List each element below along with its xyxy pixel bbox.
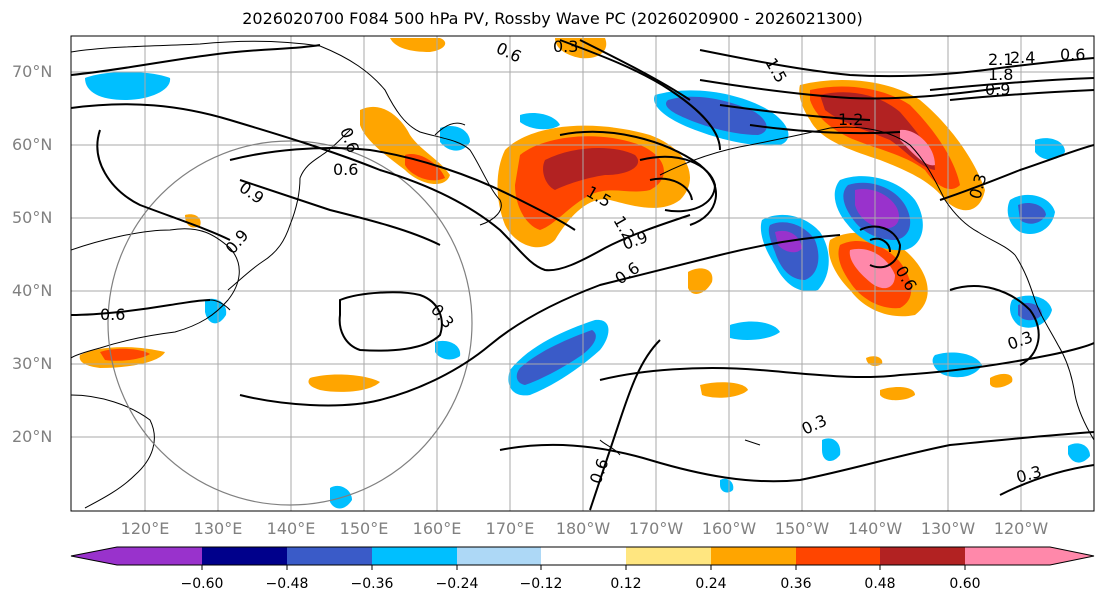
lon-label: 170°W — [628, 519, 684, 538]
colorbar-tick-label: 0.36 — [780, 576, 812, 592]
lat-label: 40°N — [12, 281, 53, 300]
lon-label: 160°W — [701, 519, 757, 538]
contour-label: 1.5 — [762, 55, 791, 87]
map-title: 2026020700 F084 500 hPa PV, Rossby Wave … — [242, 9, 863, 28]
lon-label: 140°W — [847, 519, 903, 538]
contour-label: 0.6 — [100, 305, 125, 324]
contour-label: 0.6 — [333, 160, 358, 179]
colorbar-swatch — [117, 547, 202, 565]
contour-label: 0.6 — [611, 258, 643, 288]
colorbar-tick-label: −0.36 — [350, 576, 394, 592]
contour-label: 0.3 — [1005, 327, 1035, 354]
colorbar-tick-label: 0.60 — [949, 576, 981, 592]
contour-label: 0.9 — [985, 80, 1010, 99]
lat-label: 60°N — [12, 135, 53, 154]
lat-label: 20°N — [12, 427, 53, 446]
lon-label: 160°E — [412, 519, 462, 538]
colorbar-min-arrow — [71, 547, 117, 565]
colorbar-tick-label: −0.12 — [519, 576, 563, 592]
contour-label: 0.9 — [222, 226, 253, 258]
contour-label: 0.6 — [1060, 45, 1085, 64]
colorbar-tick-label: −0.48 — [265, 576, 309, 592]
colorbar-swatch — [541, 547, 626, 565]
colorbar-swatch — [965, 547, 1050, 565]
contour-label: 0.6 — [586, 456, 613, 486]
colorbar-swatch — [457, 547, 541, 565]
graticule — [71, 36, 1094, 511]
colorbar-swatch — [287, 547, 372, 565]
reference-circle — [107, 140, 473, 506]
colorbar-tick-label: 0.24 — [695, 576, 727, 592]
colorbar-swatch — [796, 547, 880, 565]
negative-anomalies — [85, 72, 1090, 509]
contour-label: 0.6 — [336, 125, 363, 155]
contour-label: 1.2 — [838, 110, 863, 129]
colorbar-tick-label: −0.24 — [435, 576, 479, 592]
contour-label: 0.3 — [553, 37, 578, 56]
colorbar-swatch — [880, 547, 965, 565]
lon-label: 130°E — [193, 519, 243, 538]
colorbar-swatch — [711, 547, 796, 565]
colorbar — [70, 546, 1095, 570]
lon-label: 120°E — [120, 519, 170, 538]
map-field: 0.3 0.6 0.9 1.2 1.5 2.1 2.4 1.8 0.6 0.9 … — [71, 36, 1094, 511]
lon-label: 180°W — [555, 519, 611, 538]
contour-label: 0.3 — [1014, 462, 1044, 487]
colorbar-tick-label: 0.48 — [864, 576, 896, 592]
lon-label: 140°E — [266, 519, 316, 538]
lat-label: 70°N — [12, 62, 53, 81]
contour-label: 0.3 — [427, 300, 458, 332]
colorbar-swatch — [372, 547, 457, 565]
map-frame — [70, 35, 1095, 512]
colorbar-tick-label: 0.12 — [610, 576, 642, 592]
lon-label: 120°W — [993, 519, 1049, 538]
contour-label: 0.9 — [236, 178, 268, 208]
contour-label: 0.3 — [799, 411, 830, 439]
lon-label: 170°E — [485, 519, 535, 538]
lon-label: 150°W — [774, 519, 830, 538]
colorbar-swatch — [202, 547, 287, 565]
colorbar-swatch — [626, 547, 711, 565]
contour-labels: 0.3 0.6 0.9 1.2 1.5 2.1 2.4 1.8 0.6 0.9 … — [100, 37, 1085, 487]
colorbar-max-arrow — [1050, 547, 1094, 565]
contour-label: 1.8 — [988, 65, 1013, 84]
lon-label: 130°W — [920, 519, 976, 538]
contour-label: 2.4 — [1010, 48, 1035, 67]
lat-label: 30°N — [12, 354, 53, 373]
colorbar-tick-label: −0.60 — [180, 576, 224, 592]
lat-label: 50°N — [12, 208, 53, 227]
contour-label: 2.1 — [988, 50, 1013, 69]
contour-label: 0.6 — [493, 38, 524, 66]
lon-label: 150°E — [339, 519, 389, 538]
pv-contours — [71, 39, 1094, 511]
